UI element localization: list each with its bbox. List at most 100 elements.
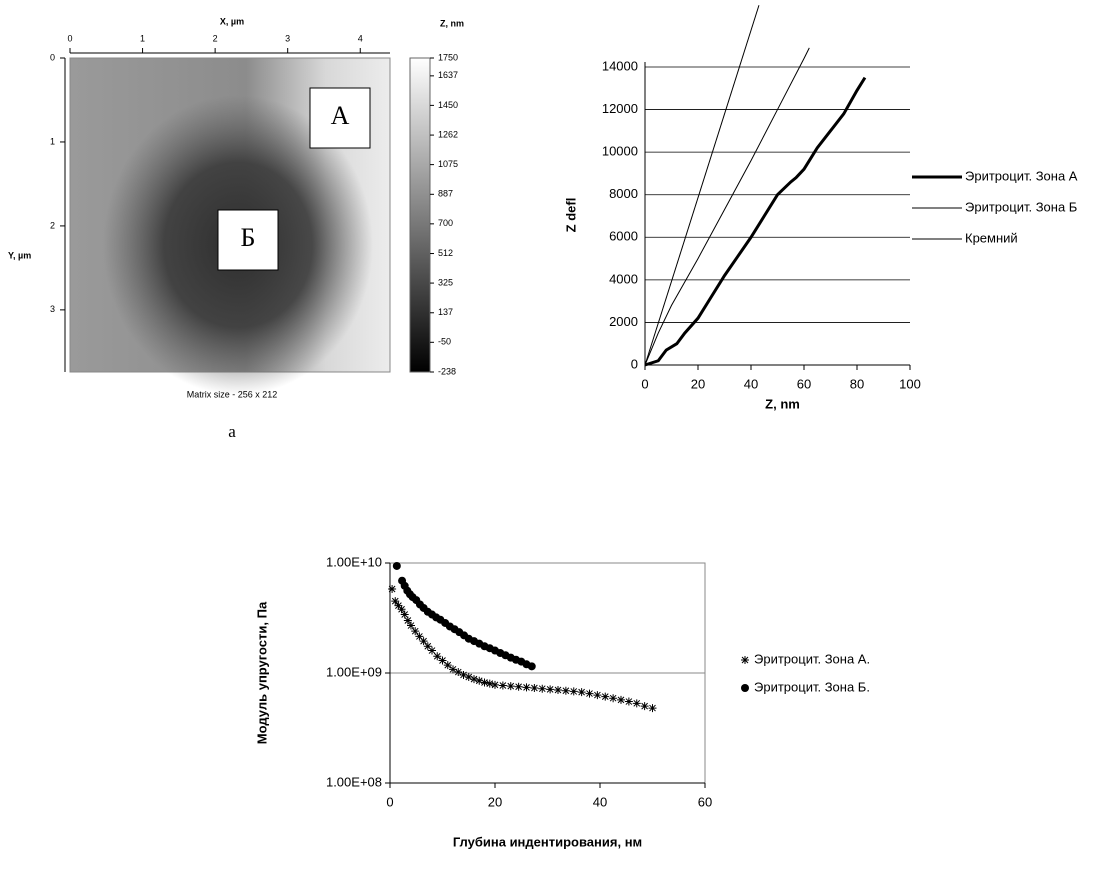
- colorbar-tick-label: -50: [438, 337, 451, 347]
- data-point: [617, 695, 625, 704]
- x-tick-label: 3: [285, 33, 290, 43]
- data-point: [480, 678, 489, 687]
- y-tick-label: 10000: [602, 144, 638, 159]
- colorbar-tick-label: 325: [438, 277, 453, 287]
- y-tick-label: 8000: [609, 186, 638, 201]
- data-point: [392, 561, 401, 570]
- colorbar-tick-label: 137: [438, 307, 453, 317]
- data-point: [419, 637, 428, 646]
- colorbar-tick-label: 1750: [438, 52, 458, 62]
- data-point: [397, 605, 406, 614]
- y-tick-label: 2: [50, 220, 55, 230]
- x-axis-label: Z, nm: [765, 396, 800, 411]
- y-tick-label: 0: [50, 52, 55, 62]
- legend-marker: [741, 684, 749, 692]
- data-point: [438, 656, 447, 665]
- data-point: [640, 702, 649, 711]
- data-point: [391, 597, 400, 606]
- colorbar-tick-label: 700: [438, 218, 453, 228]
- data-point: [577, 688, 586, 697]
- data-point: [423, 642, 432, 651]
- data-point: [601, 692, 610, 701]
- data-point: [648, 704, 657, 713]
- data-point: [415, 632, 424, 641]
- colorbar-tick-label: 1262: [438, 129, 458, 139]
- x-tick-label: 20: [691, 376, 705, 391]
- legend-label: Эритроцит. Зона А: [965, 168, 1078, 183]
- data-point: [514, 682, 523, 691]
- y-tick-label: 14000: [602, 58, 638, 73]
- x-tick-label: 60: [698, 794, 712, 809]
- y-tick-label: 1: [50, 136, 55, 146]
- data-point: [538, 684, 547, 693]
- legend-label: Кремний: [965, 230, 1018, 245]
- data-point: [433, 652, 442, 661]
- region-label: Б: [241, 223, 256, 252]
- data-point: [624, 697, 633, 706]
- y-tick-label: 4000: [609, 271, 638, 286]
- data-point: [403, 616, 412, 625]
- data-point: [475, 676, 484, 685]
- colorbar-tick-label: 1450: [438, 100, 458, 110]
- data-point: [498, 681, 507, 690]
- data-point: [546, 685, 555, 694]
- colorbar-tick-label: 1075: [438, 159, 458, 169]
- x-tick-label: 0: [386, 794, 393, 809]
- data-point: [530, 684, 539, 693]
- data-point: [407, 621, 415, 630]
- data-point: [593, 691, 602, 700]
- y-tick-label: 1.00E+09: [326, 664, 382, 679]
- data-point: [527, 662, 536, 671]
- legend-label: Эритроцит. Зона Б.: [754, 679, 870, 694]
- x-tick-label: 2: [213, 33, 218, 43]
- x-tick-label: 40: [744, 376, 758, 391]
- x-tick-label: 60: [797, 376, 811, 391]
- y-tick-label: 6000: [609, 229, 638, 244]
- y-tick-label: 2000: [609, 314, 638, 329]
- x-axis-label: Глубина индентирования, нм: [453, 834, 642, 849]
- colorbar-tick-label: -238: [438, 366, 456, 376]
- annotation-box: [309, 87, 371, 149]
- colorbar-tick-label: 512: [438, 248, 453, 258]
- data-point: [585, 689, 594, 698]
- colorbar-label: Z, nm: [440, 18, 464, 28]
- legend-label: Эритроцит. Зона Б: [965, 199, 1077, 214]
- data-point: [554, 686, 562, 695]
- data-point: [400, 610, 409, 619]
- y-tick-label: 12000: [602, 101, 638, 116]
- caption: Matrix size - 256 x 212: [187, 389, 278, 399]
- data-line: [644, 5, 760, 366]
- data-point: [609, 694, 618, 703]
- colorbar-tick-label: 887: [438, 189, 453, 199]
- data-line: [644, 47, 810, 366]
- data-line: [644, 76, 867, 367]
- x-tick-label: 1: [140, 33, 145, 43]
- y-tick-label: 1.00E+10: [326, 554, 382, 569]
- data-point: [569, 687, 578, 696]
- y-axis-label: Z defl: [563, 198, 578, 233]
- x-tick-label: 100: [899, 376, 921, 391]
- y-tick-label: 0: [631, 356, 638, 371]
- data-point: [449, 665, 457, 674]
- data-point: [485, 679, 494, 688]
- colorbar: [409, 57, 431, 373]
- data-point: [454, 668, 463, 677]
- data-point: [491, 680, 499, 689]
- y-tick-label: 1.00E+08: [326, 774, 382, 789]
- data-point: [464, 672, 473, 681]
- data-point: [470, 675, 478, 684]
- annotation-box: [217, 209, 279, 271]
- data-point: [506, 682, 515, 691]
- x-tick-label: 40: [593, 794, 607, 809]
- data-point: [394, 601, 403, 610]
- panel-label: а: [228, 422, 236, 441]
- y-axis-label: Y, µm: [8, 250, 31, 260]
- x-tick-label: 20: [488, 794, 502, 809]
- afm-image: [69, 57, 431, 395]
- data-point: [388, 585, 397, 594]
- colorbar-tick-label: 1637: [438, 70, 458, 80]
- data-point: [561, 686, 570, 695]
- x-axis-label: X, µm: [220, 16, 244, 26]
